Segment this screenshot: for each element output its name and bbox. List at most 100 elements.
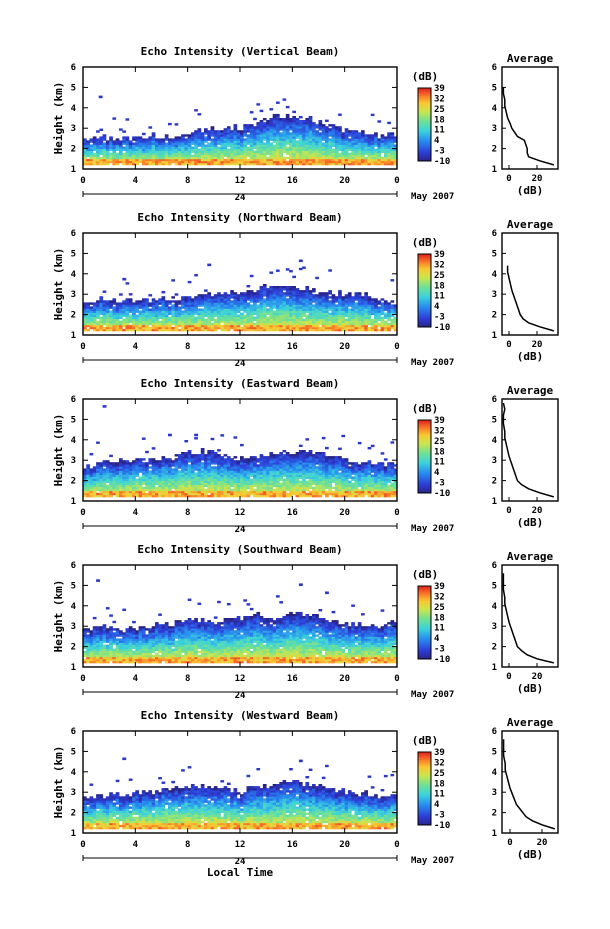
heatmap-cell [148, 154, 153, 158]
heatmap-cell [220, 460, 225, 463]
heatmap-cell [200, 456, 205, 459]
heatmap-cell [132, 162, 136, 166]
heatmap-cell [155, 468, 159, 471]
heatmap-cell [318, 144, 323, 147]
heatmap-cell [315, 312, 319, 315]
heatmap-cell [279, 122, 283, 125]
heatmap-cell [158, 466, 162, 469]
heatmap-cell [125, 470, 130, 473]
heatmap-cell [305, 486, 310, 490]
heatmap-cell [354, 130, 359, 133]
heatmap-cell [269, 482, 274, 485]
heatmap-cell [145, 466, 149, 469]
heatmap-cell [105, 466, 110, 469]
heatmap-cell [92, 138, 97, 141]
heatmap-cell [190, 304, 195, 307]
heatmap-cell [86, 142, 90, 145]
heatmap-cell [119, 458, 123, 461]
heatmap-cell [302, 328, 306, 332]
heatmap-cell [282, 456, 287, 459]
heatmap-cell [83, 328, 87, 332]
heatmap-cell [282, 464, 287, 467]
heatmap-cell [109, 306, 113, 309]
heatmap-cell [325, 310, 329, 313]
heatmap-cell [289, 134, 293, 137]
heatmap-cell [184, 152, 189, 156]
heatmap-cell [262, 322, 267, 326]
heatmap-cell [151, 304, 156, 307]
heatmap-cell [86, 484, 90, 488]
heatmap-cell [318, 480, 323, 483]
heatmap-cell [141, 132, 146, 136]
heatmap-cell [253, 158, 257, 162]
heatmap-cell [390, 146, 395, 149]
heatmap-cell [112, 312, 117, 315]
heatmap-cell [164, 318, 169, 322]
heatmap-cell [321, 154, 326, 158]
heatmap-cell [276, 456, 280, 459]
heatmap-cell [269, 162, 274, 166]
heatmap-cell [174, 138, 179, 141]
heatmap-cell [285, 458, 290, 461]
heatmap-cell [243, 134, 247, 137]
heatmap-cell [321, 492, 326, 496]
heatmap-cell [279, 492, 283, 496]
heatmap-cell [321, 162, 326, 166]
heatmap-cell [161, 470, 166, 473]
heatmap-cell [374, 324, 378, 328]
heatmap-cell [240, 462, 244, 465]
heatmap-cell [269, 132, 274, 135]
heatmap-cell [302, 292, 306, 295]
average-profile-line [506, 265, 555, 332]
heatmap-cell [86, 488, 90, 492]
heatmap-cell [161, 140, 166, 143]
heatmap-cell [207, 452, 211, 455]
heatmap-cell [210, 456, 215, 459]
colorbar-step [418, 279, 431, 282]
heatmap-cell [325, 482, 329, 485]
heatmap-cell [269, 322, 274, 326]
heatmap-cell [246, 126, 251, 129]
heatmap-cell [204, 160, 208, 164]
heatmap-cell [321, 462, 326, 465]
heatmap-cell [276, 304, 280, 307]
heatmap-cell [315, 132, 319, 135]
heatmap-cell [217, 486, 221, 490]
heatmap-cell [220, 308, 225, 311]
heatmap-cell [171, 312, 175, 315]
heatmap-cell [357, 308, 362, 311]
heatmap-cell [204, 312, 208, 315]
heatmap-cell [174, 494, 179, 498]
heatmap-cell [338, 113, 342, 116]
heatmap-cell [207, 470, 211, 473]
heatmap-cell [83, 312, 87, 315]
heatmap-cell [357, 142, 362, 145]
avg-y-tick-label: 6 [492, 229, 497, 239]
heatmap-cell [213, 134, 218, 137]
heatmap-cell [347, 158, 352, 162]
colorbar-step [418, 122, 431, 125]
heatmap-cell [200, 472, 205, 475]
heatmap-cell [125, 490, 130, 494]
heatmap-cell [155, 314, 159, 317]
heatmap-cell [262, 286, 267, 289]
heatmap-cell [102, 472, 107, 475]
heatmap-cell [128, 324, 133, 328]
heatmap-cell [285, 142, 290, 145]
heatmap-cell [220, 136, 225, 139]
heatmap-cell [105, 324, 110, 328]
heatmap-cell [194, 274, 198, 277]
heatmap-cell [181, 152, 185, 156]
heatmap-cell [177, 488, 182, 492]
heatmap-cell [83, 162, 87, 166]
heatmap-cell [272, 306, 277, 309]
heatmap-cell [109, 154, 113, 158]
heatmap-cell [240, 458, 244, 461]
heatmap-cell [318, 162, 323, 166]
heatmap-cell [334, 160, 339, 164]
heatmap-cell [155, 316, 159, 319]
heatmap-cell [119, 314, 123, 317]
heatmap-cell [125, 492, 130, 496]
heatmap-cell [151, 490, 156, 494]
heatmap-cell [158, 476, 162, 479]
